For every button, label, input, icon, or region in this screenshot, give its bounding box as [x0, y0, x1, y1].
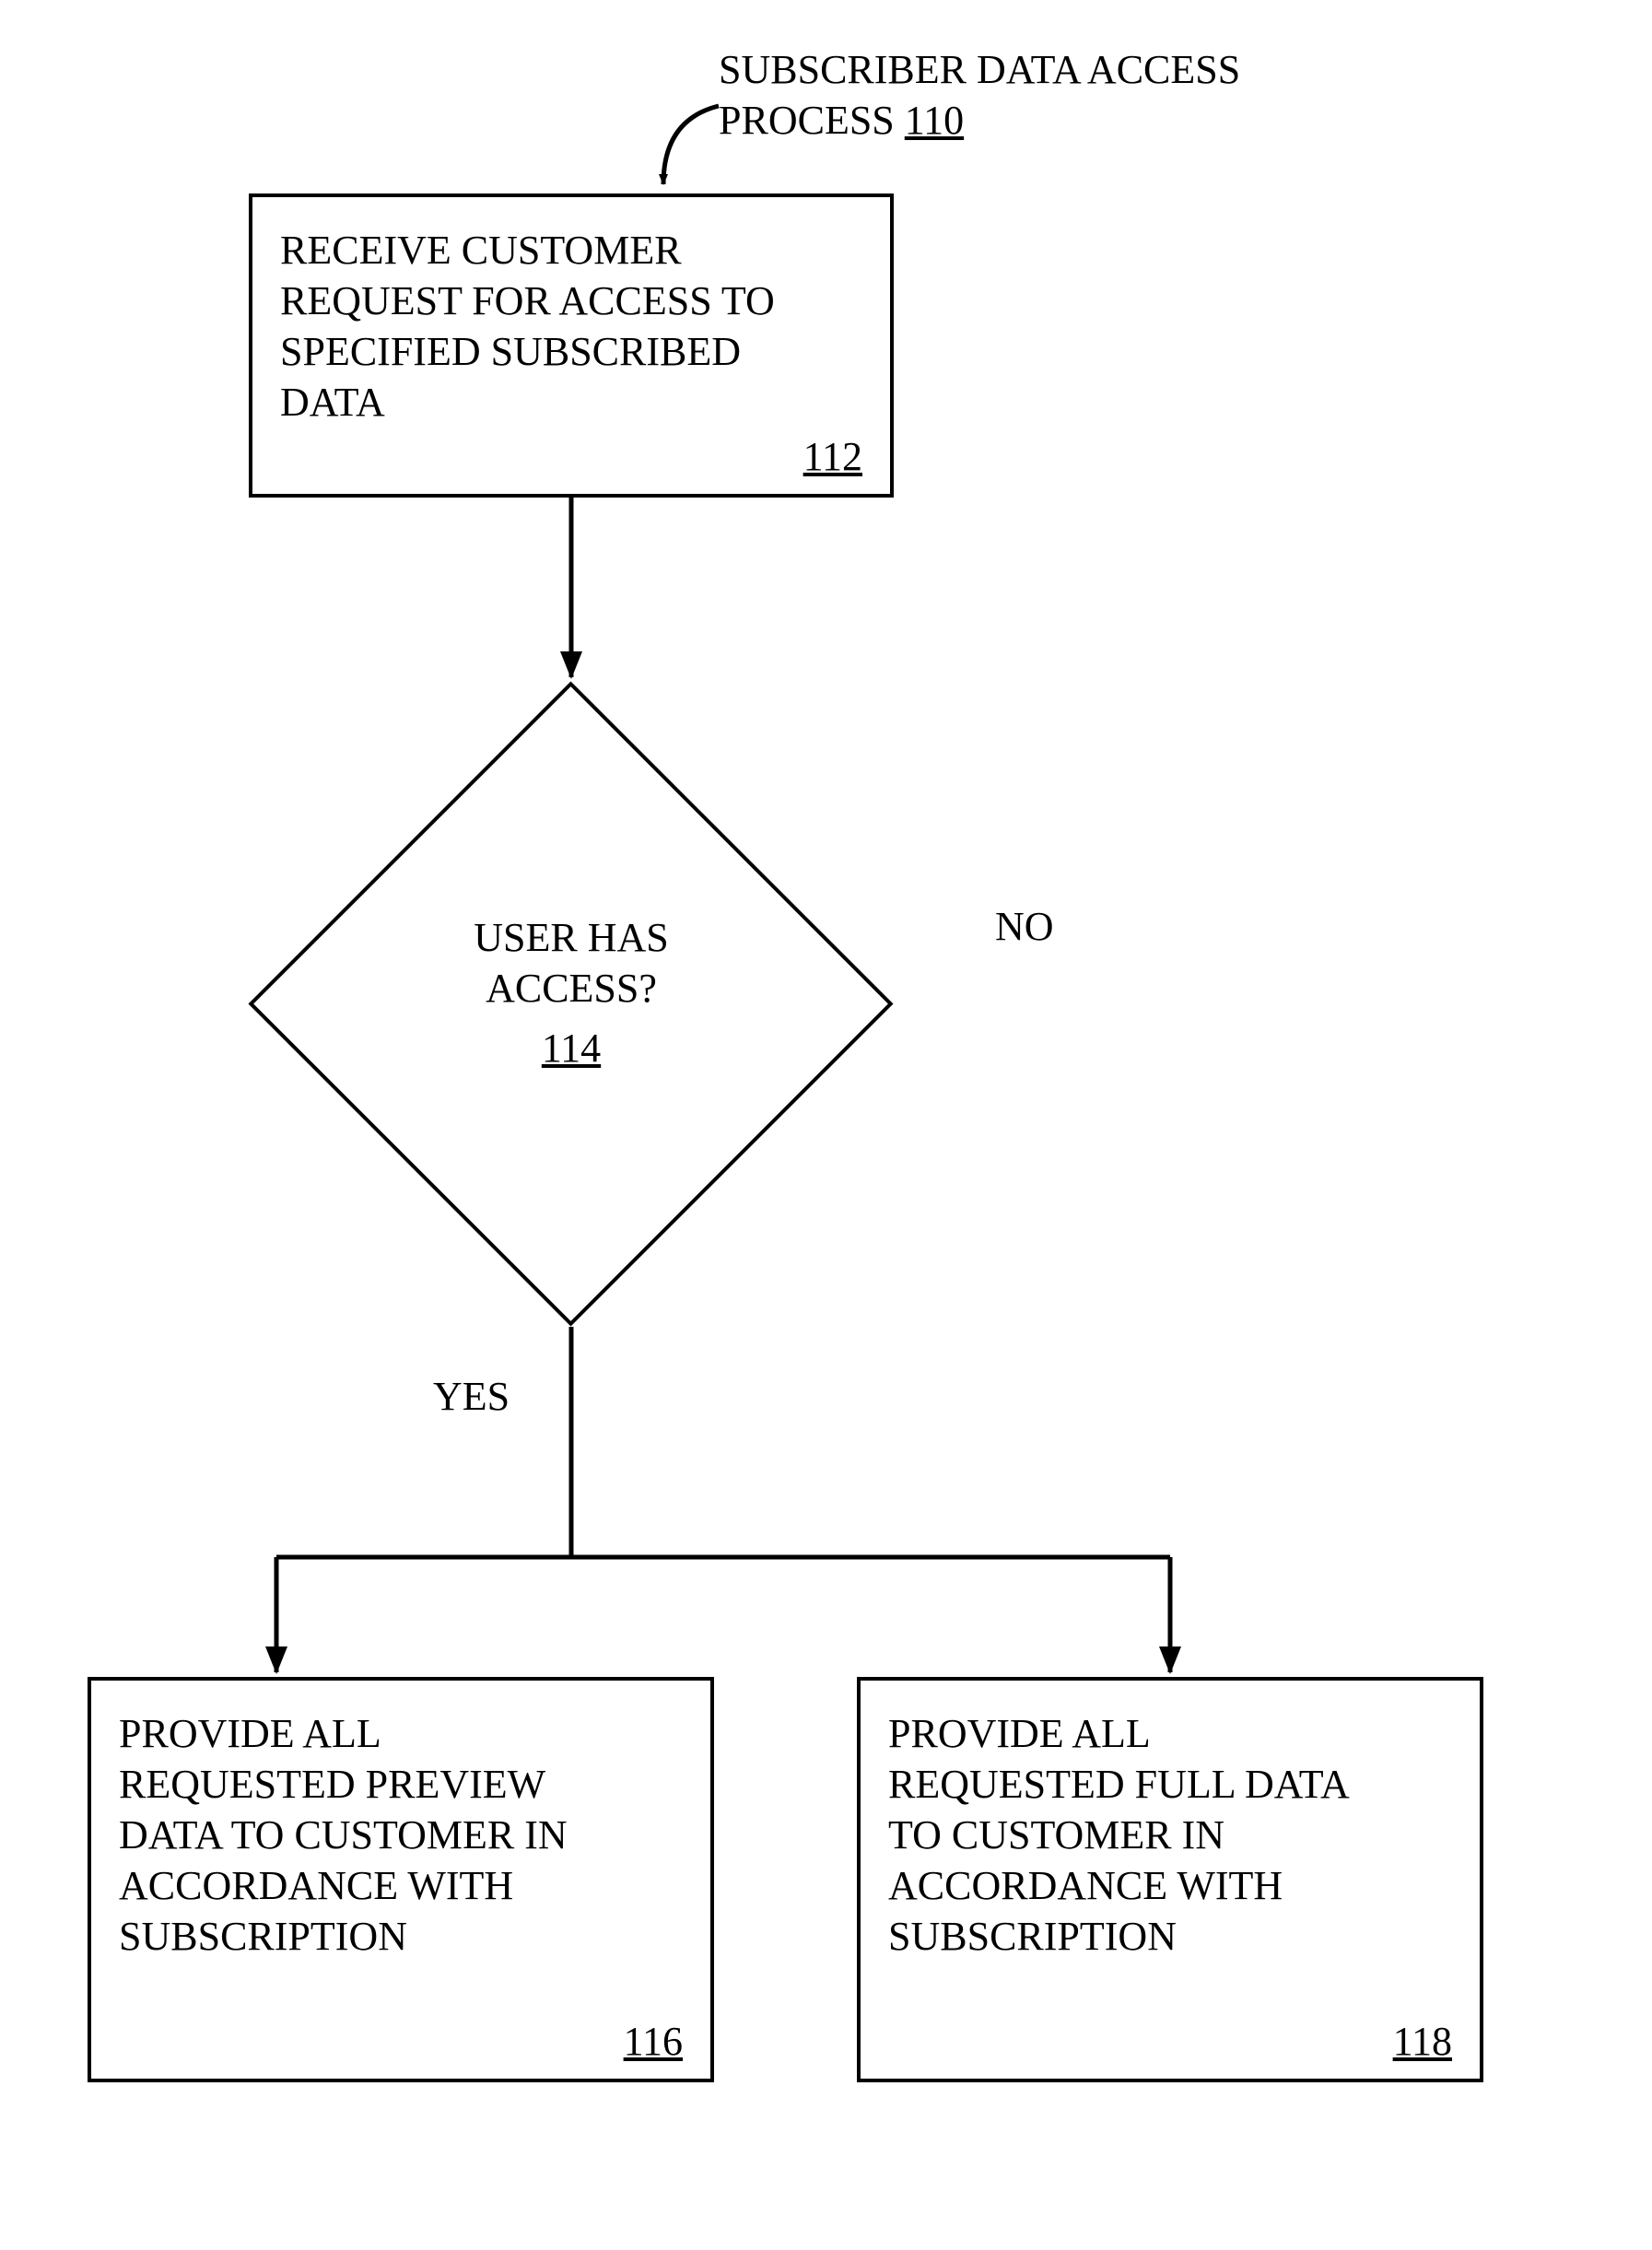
node-118-text: PROVIDE ALL REQUESTED FULL DATA TO CUSTO…	[888, 1708, 1350, 1962]
node-112-ref: 112	[803, 433, 862, 480]
node-112-text: RECEIVE CUSTOMER REQUEST FOR ACCESS TO S…	[280, 225, 775, 428]
node-114-text: USER HAS ACCESS?	[474, 915, 669, 1011]
edge-label-yes: YES	[433, 1373, 510, 1420]
node-114-ref: 114	[542, 1023, 601, 1073]
title-line2-prefix: PROCESS	[719, 98, 905, 143]
node-114-content: USER HAS ACCESS? 114	[424, 912, 719, 1073]
diagram-title: SUBSCRIBER DATA ACCESS PROCESS 110	[719, 44, 1240, 146]
title-pointer-arrow	[663, 106, 719, 184]
title-line1: SUBSCRIBER DATA ACCESS	[719, 47, 1240, 92]
edge-label-no: NO	[995, 903, 1054, 950]
flowchart-canvas: SUBSCRIBER DATA ACCESS PROCESS 110 RECEI…	[0, 0, 1652, 2250]
node-116-text: PROVIDE ALL REQUESTED PREVIEW DATA TO CU…	[119, 1708, 568, 1962]
title-ref: 110	[905, 98, 964, 143]
node-118-ref: 118	[1393, 2018, 1452, 2065]
node-112: RECEIVE CUSTOMER REQUEST FOR ACCESS TO S…	[249, 193, 894, 498]
node-118: PROVIDE ALL REQUESTED FULL DATA TO CUSTO…	[857, 1677, 1483, 2082]
node-116: PROVIDE ALL REQUESTED PREVIEW DATA TO CU…	[88, 1677, 714, 2082]
node-116-ref: 116	[624, 2018, 683, 2065]
